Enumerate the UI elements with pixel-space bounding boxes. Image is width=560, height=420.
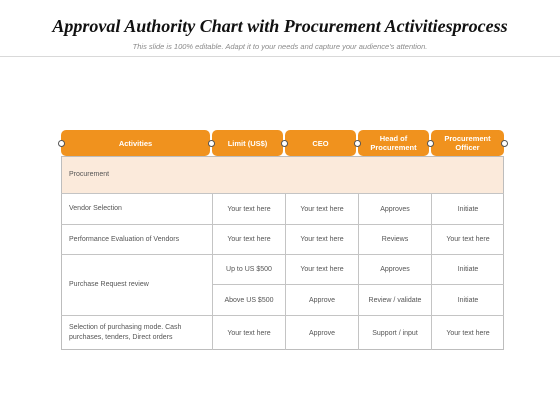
table-cell: Your text here [446, 236, 490, 243]
header-procurement-officer: Procurement Officer [431, 130, 504, 156]
table-cell: Your text here [300, 266, 344, 273]
table-cell: Your text here [227, 329, 271, 337]
header-dot [354, 140, 361, 147]
table-cell: Initiate [457, 266, 479, 273]
header-activities: Activities [61, 130, 210, 156]
row-activity: Vendor Selection [69, 205, 122, 212]
table-cell: Review / validate [368, 296, 422, 304]
col-divider [358, 193, 359, 350]
section-label: Procurement [69, 171, 110, 178]
header-dot [58, 140, 65, 147]
header-head-of-procurement-label: Head of Procurement [370, 134, 417, 152]
table-cell: Above US $500 [224, 296, 274, 304]
col-divider [212, 193, 213, 350]
table-cell: Your text here [446, 329, 490, 337]
slide-title: Approval Authority Chart with Procuremen… [52, 16, 508, 36]
row-divider [61, 254, 504, 255]
row-activity: Performance Evaluation of Vendors [69, 235, 180, 243]
row-divider [61, 193, 504, 194]
row-divider [61, 224, 504, 225]
table-cell: Approve [308, 329, 336, 337]
header-head-of-procurement: Head of Procurement [358, 130, 429, 156]
header-limit: Limit (US$) [212, 130, 283, 156]
table-cell: Approves [380, 205, 410, 213]
table-cell: Your text here [227, 205, 271, 213]
slide-subtitle: This slide is 100% editable. Adapt it to… [132, 42, 428, 51]
col-divider [431, 193, 432, 350]
header-procurement-officer-label: Procurement Officer [444, 134, 491, 152]
table-cell: Support / input [372, 329, 418, 337]
table-cell: Approve [308, 296, 336, 304]
section-band [62, 157, 503, 193]
header-dot [501, 140, 508, 147]
row-activity: Purchase Request review [69, 281, 149, 288]
row-divider [61, 315, 504, 316]
table-cell: Approves [380, 266, 410, 273]
table-cell: Your text here [227, 236, 271, 243]
table-cell: Your text here [300, 205, 344, 213]
header-ceo: CEO [285, 130, 356, 156]
row-activity: Selection of purchasing mode. Cash purch… [69, 324, 182, 341]
title-divider [0, 56, 560, 57]
col-divider [285, 193, 286, 350]
table-cell: Reviews [381, 236, 409, 243]
header-dot [281, 140, 288, 147]
table-cell: Up to US $500 [226, 266, 272, 273]
header-dot [208, 140, 215, 147]
table-grid [61, 156, 504, 350]
table-cell: Initiate [457, 296, 479, 304]
table-cell: Your text here [300, 236, 344, 243]
header-dot [427, 140, 434, 147]
table-cell: Initiate [457, 205, 479, 213]
